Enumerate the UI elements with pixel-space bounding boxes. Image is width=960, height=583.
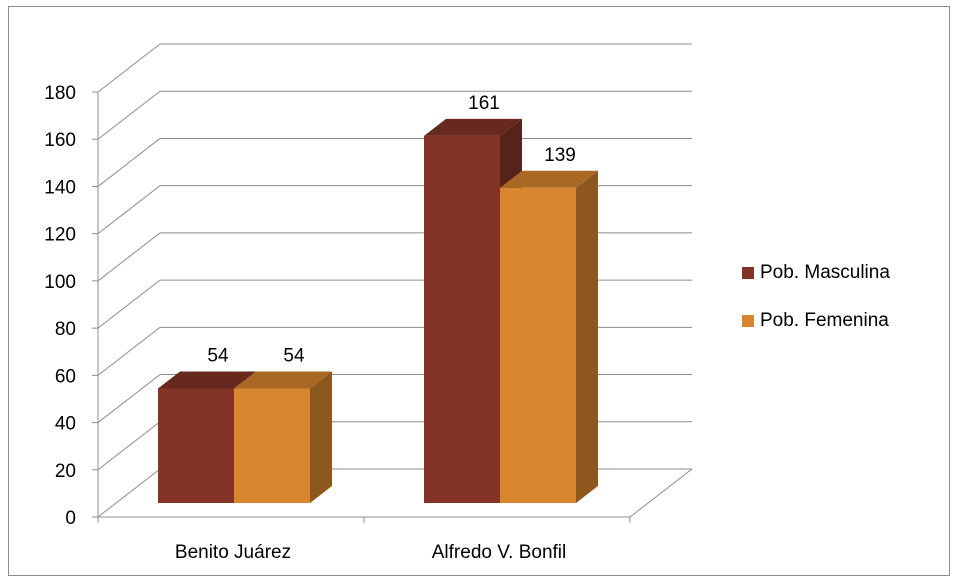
data-label: 161 <box>468 93 500 114</box>
data-labels: 54 54 161 139 <box>207 93 575 367</box>
bar-front <box>234 388 310 503</box>
bar-top <box>234 371 332 389</box>
bar-top <box>424 118 522 136</box>
bar-front <box>500 187 576 504</box>
y-tick-label: 160 <box>44 130 76 151</box>
bar-top <box>500 170 598 188</box>
bar-top <box>158 371 256 389</box>
y-tick-label: 100 <box>44 272 76 293</box>
y-tick-label: 120 <box>44 225 76 246</box>
side-gridline <box>97 326 161 376</box>
side-gridline <box>97 185 161 235</box>
side-gridline <box>97 232 161 282</box>
bar-pob-femenina-2 <box>500 170 598 504</box>
y-tick-label: 0 <box>65 508 76 529</box>
legend-label-masculina: Pob. Masculina <box>760 262 890 283</box>
y-axis: 0 20 40 60 80 100 120 140 160 180 <box>44 83 99 529</box>
side-gridline <box>97 138 161 187</box>
side-gridline <box>97 279 161 329</box>
bar-side <box>576 170 598 504</box>
floor-edge <box>629 468 693 518</box>
y-tick-label: 140 <box>44 177 76 198</box>
side-gridline <box>97 43 161 93</box>
bar-pob-femenina-1 <box>234 371 332 503</box>
bar-front <box>424 135 500 503</box>
legend-swatch-femenina <box>742 315 754 327</box>
y-tick-label: 20 <box>55 461 76 482</box>
y-tick-label: 80 <box>55 319 76 340</box>
side-gridline <box>97 90 161 140</box>
side-gridline <box>97 468 161 518</box>
x-axis: Benito Juárez Alfredo V. Bonfil <box>97 516 631 563</box>
data-label: 54 <box>207 346 229 367</box>
legend-label-femenina: Pob. Femenina <box>760 310 889 331</box>
x-tick-label: Benito Juárez <box>175 542 291 563</box>
legend: Pob. Masculina Pob. Femenina <box>742 260 890 356</box>
bars <box>158 118 598 504</box>
data-label: 139 <box>544 145 576 166</box>
side-gridline <box>97 421 161 471</box>
legend-item-femenina: Pob. Femenina <box>742 308 890 334</box>
side-gridline <box>97 374 161 423</box>
data-label: 54 <box>283 346 305 367</box>
legend-item-masculina: Pob. Masculina <box>742 260 890 286</box>
y-tick-label: 40 <box>55 414 76 435</box>
x-tick-label: Alfredo V. Bonfil <box>432 542 567 563</box>
bar-front <box>158 388 234 503</box>
y-tick-label: 60 <box>55 366 76 387</box>
bar-side <box>310 371 332 503</box>
y-tick-label: 180 <box>44 83 76 104</box>
legend-swatch-masculina <box>742 267 754 279</box>
